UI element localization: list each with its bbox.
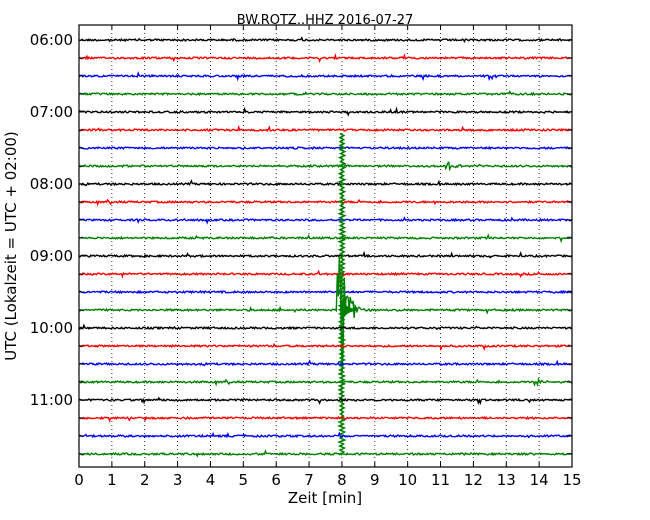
seismic-trace — [78, 70, 573, 82]
y-tick-label: 07:00 — [30, 103, 73, 121]
seismic-trace — [78, 198, 573, 207]
x-ticks: 0 1 2 3 4 5 6 7 8 9 10 11 12 13 14 15 — [74, 25, 582, 489]
y-tick-label: 10:00 — [30, 319, 73, 337]
seismic-trace — [78, 415, 573, 423]
y-tick-label: 06:00 — [30, 31, 73, 49]
seismic-trace — [78, 323, 573, 331]
seismic-trace — [78, 36, 573, 43]
seismic-trace — [78, 396, 573, 406]
x-axis-label: Zeit [min] — [288, 489, 362, 507]
x-tick-label: 7 — [304, 471, 314, 489]
x-tick-label: 14 — [530, 471, 549, 489]
y-axis-label: UTC (Lokalzeit = UTC + 02:00) — [2, 131, 20, 361]
x-tick-label: 9 — [370, 471, 380, 489]
x-tick-label: 13 — [497, 471, 516, 489]
y-ticks: 06:00 07:00 08:00 09:00 10:00 11:00 — [30, 31, 572, 455]
seismic-trace — [78, 431, 573, 439]
seismic-trace — [78, 216, 573, 225]
seismic-trace — [78, 233, 572, 244]
x-tick-label: 2 — [140, 471, 150, 489]
seismic-trace — [78, 449, 572, 458]
x-tick-label: 1 — [107, 471, 117, 489]
plot-frame — [78, 24, 573, 468]
y-tick-label: 08:00 — [30, 175, 73, 193]
x-tick-label: 10 — [398, 471, 417, 489]
chart-title: BW.ROTZ..HHZ 2016-07-27 — [237, 13, 413, 28]
y-tick-label: 11:00 — [30, 391, 73, 409]
x-tick-label: 3 — [173, 471, 183, 489]
seismic-trace — [78, 250, 573, 259]
x-tick-label: 5 — [239, 471, 249, 489]
seismic-trace — [78, 342, 572, 352]
seismic-trace — [78, 377, 573, 388]
seismic-trace — [78, 256, 573, 371]
traces — [78, 36, 573, 458]
x-tick-label: 0 — [74, 471, 84, 489]
x-tick-label: 15 — [562, 471, 581, 489]
seismic-trace — [78, 145, 573, 151]
seismic-trace — [78, 89, 573, 97]
event-coda — [341, 300, 359, 320]
seismic-trace — [78, 269, 573, 279]
seismic-trace — [78, 289, 573, 295]
y-tick-label: 09:00 — [30, 247, 73, 265]
x-tick-label: 11 — [431, 471, 450, 489]
seismic-trace — [78, 53, 573, 64]
x-tick-label: 4 — [206, 471, 216, 489]
seismic-trace — [78, 160, 572, 172]
seismic-trace — [78, 359, 573, 367]
x-tick-label: 8 — [337, 471, 347, 489]
seismic-trace — [78, 179, 573, 187]
seismic-trace — [78, 106, 573, 117]
x-tick-label: 6 — [271, 471, 281, 489]
grid-lines — [111, 25, 540, 467]
seismic-trace — [78, 124, 573, 133]
x-tick-label: 12 — [464, 471, 483, 489]
